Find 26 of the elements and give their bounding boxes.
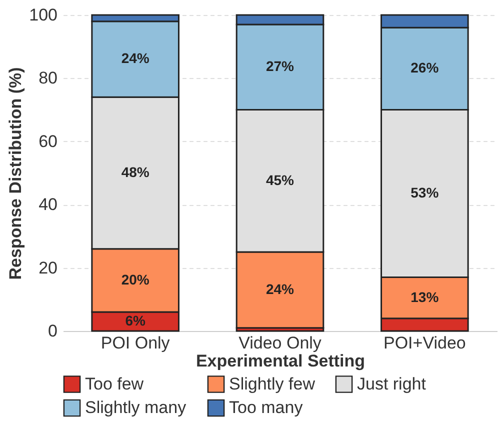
legend-label: Too many (229, 398, 304, 417)
y-tick-label: 60 (38, 132, 58, 151)
legend-label: Just right (357, 374, 426, 394)
data-label: 26% (410, 60, 440, 76)
x-tick-label: Video Only (238, 334, 322, 352)
x-axis-title: Experimental Setting (196, 352, 366, 370)
data-label: 53% (410, 184, 440, 201)
data-label: 24% (121, 50, 150, 66)
x-tick-label: POI Only (100, 334, 170, 352)
data-label: 27% (266, 58, 295, 74)
y-tick-label: 80 (38, 68, 58, 88)
x-tick-label: POI+Video (383, 334, 466, 352)
y-tick-label: 20 (38, 258, 58, 278)
data-label: 6% (125, 312, 146, 329)
y-tick-label: 100 (29, 6, 58, 24)
data-label: 45% (266, 172, 295, 188)
y-tick-label: 0 (48, 322, 58, 340)
legend-label: Too few (85, 374, 144, 394)
data-label: 24% (266, 280, 295, 297)
legend-label: Slightly many (85, 398, 187, 417)
data-label: 48% (121, 164, 150, 180)
data-label: 20% (121, 271, 150, 288)
y-tick-label: 40 (38, 195, 58, 214)
data-label: 13% (410, 288, 440, 305)
legend-label: Slightly few (229, 374, 316, 394)
y-axis-title: Response Distribution (%) (6, 67, 26, 280)
